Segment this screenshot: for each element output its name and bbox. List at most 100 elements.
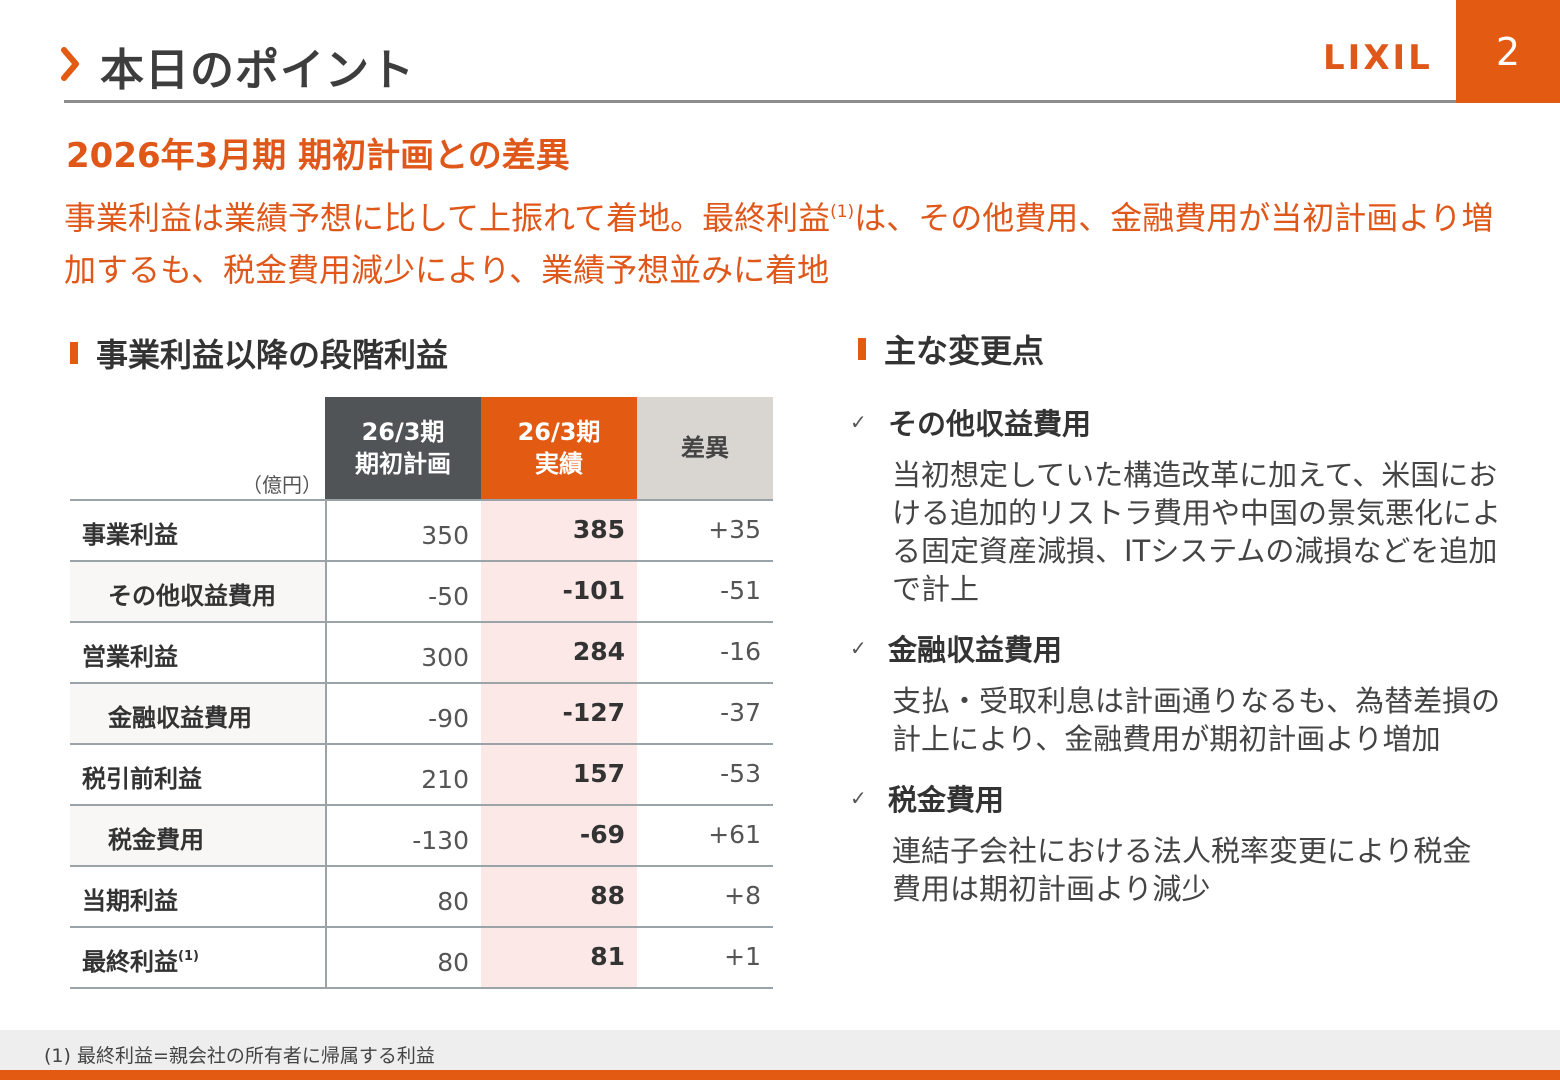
table-row: 税金費用 -130 -69 +61 <box>70 804 773 865</box>
column-divider <box>325 623 327 682</box>
cell-diff: -53 <box>720 759 761 788</box>
cell-actual: -127 <box>481 684 637 743</box>
table-body: 事業利益 350 385 +35 その他収益費用 -50 -101 -51 営業利益 300 284… <box>70 499 773 989</box>
change-title: 税金費用 <box>888 783 1005 817</box>
lead-part1: 事業利益は業績予想に比して上振れて着地。最終利益 <box>64 199 831 237</box>
row-label-text: 事業利益 <box>82 521 178 549</box>
row-label: 最終利益(1) <box>82 942 199 977</box>
cell-plan: 300 <box>421 643 469 672</box>
col-header-actual-line2: 実績 <box>535 450 583 478</box>
unit-label: （億円） <box>242 473 322 497</box>
cell-diff: +1 <box>724 942 761 971</box>
table-row: 税引前利益 210 157 -53 <box>70 743 773 804</box>
col-header-plan-line1: 26/3期 <box>361 418 445 446</box>
change-item: ✓ 金融収益費用支払・受取利息は計画通りなるも、為替差損の 計上により、金融費用が期… <box>850 626 1510 758</box>
cell-actual: 157 <box>481 745 637 804</box>
cell-actual: 88 <box>481 867 637 926</box>
col-header-diff: 差異 <box>637 397 773 499</box>
right-section-heading: 主な変更点 <box>858 326 1044 372</box>
row-label-text: 営業利益 <box>82 643 178 671</box>
change-body-line: ける追加的リストラ費用や中国の景気悪化によ <box>892 496 1502 530</box>
cell-actual: 385 <box>481 501 637 560</box>
cell-diff: +61 <box>708 820 761 849</box>
change-body: 支払・受取利息は計画通りなるも、為替差損の 計上により、金融費用が期初計画より増加 <box>892 682 1510 758</box>
cell-plan: 350 <box>421 521 469 550</box>
cell-plan: -50 <box>428 582 469 611</box>
change-title-row: ✓ 税金費用 <box>850 776 1510 820</box>
row-label-text: 税金費用 <box>108 826 204 854</box>
cell-diff: -37 <box>720 698 761 727</box>
row-label: 営業利益 <box>82 637 178 672</box>
check-icon: ✓ <box>850 410 867 434</box>
row-label-cell: 金融収益費用 <box>70 684 325 743</box>
column-divider <box>325 684 327 743</box>
change-body-line: 連結子会社における法人税率変更により税金 <box>892 834 1472 868</box>
chevron-right-icon <box>61 47 79 81</box>
table-row: 事業利益 350 385 +35 <box>70 499 773 560</box>
row-label-cell: 税金費用 <box>70 806 325 865</box>
row-label: 税引前利益 <box>82 759 202 794</box>
row-label-cell: 最終利益(1) <box>70 928 325 987</box>
row-label-cell: 税引前利益 <box>70 745 325 804</box>
cell-plan: 80 <box>437 887 469 916</box>
row-label-cell: 当期利益 <box>70 867 325 926</box>
cell-diff: +35 <box>708 515 761 544</box>
table-row: 金融収益費用 -90 -127 -37 <box>70 682 773 743</box>
col-header-plan: 26/3期 期初計画 <box>325 397 481 499</box>
change-body-line: る固定資産減損、ITシステムの減損などを追加 <box>892 534 1498 568</box>
lead-note-ref: (1) <box>830 202 855 222</box>
column-divider <box>325 745 327 804</box>
change-title: その他収益費用 <box>888 407 1092 441</box>
table-row: 営業利益 300 284 -16 <box>70 621 773 682</box>
col-header-diff-text: 差異 <box>681 434 729 462</box>
profit-table: （億円） 26/3期 期初計画 26/3期 実績 差異 事業利益 350 385 +3… <box>70 397 773 989</box>
cell-plan: 210 <box>421 765 469 794</box>
header-divider <box>64 100 1456 103</box>
table-header: （億円） 26/3期 期初計画 26/3期 実績 差異 <box>70 397 773 499</box>
row-label-text: 税引前利益 <box>82 765 202 793</box>
cell-diff: -16 <box>720 637 761 666</box>
table-row: その他収益費用 -50 -101 -51 <box>70 560 773 621</box>
cell-actual: 284 <box>481 623 637 682</box>
col-header-plan-line2: 期初計画 <box>355 450 451 478</box>
change-body-line: で計上 <box>892 572 980 606</box>
lixil-logo: LIXIL <box>1323 38 1433 78</box>
change-title-row: ✓ その他収益費用 <box>850 400 1510 444</box>
row-label: その他収益費用 <box>108 576 276 611</box>
column-divider <box>325 501 327 560</box>
column-divider <box>325 806 327 865</box>
row-label-text: その他収益費用 <box>108 582 276 610</box>
row-label-text: 当期利益 <box>82 887 178 915</box>
change-title-row: ✓ 金融収益費用 <box>850 626 1510 670</box>
footer-accent-bar <box>0 1070 1560 1080</box>
lead-part2: は、その他費用、金融費用が当初計画より増加するも、税金費用減少により、業績予想並… <box>64 199 1494 289</box>
page-number: 2 <box>1456 0 1560 103</box>
change-item: ✓ 税金費用連結子会社における法人税率変更により税金 費用は期初計画より減少 <box>850 776 1510 908</box>
change-body: 当初想定していた構造改革に加えて、米国にお ける追加的リストラ費用や中国の景気悪化… <box>892 456 1510 608</box>
lead-text: 事業利益は業績予想に比して上振れて着地。最終利益(1)は、その他費用、金融費用が… <box>64 186 1504 296</box>
col-header-actual: 26/3期 実績 <box>481 397 637 499</box>
cell-actual: 81 <box>481 928 637 987</box>
row-label-text: 金融収益費用 <box>108 704 252 732</box>
heading-marker <box>70 342 78 364</box>
cell-plan: 80 <box>437 948 469 977</box>
change-title: 金融収益費用 <box>888 633 1063 667</box>
cell-diff: +8 <box>724 881 761 910</box>
cell-plan: -130 <box>412 826 469 855</box>
column-divider <box>325 562 327 621</box>
column-divider <box>325 928 327 987</box>
page-title: 本日のポイント <box>100 45 415 96</box>
left-section-heading: 事業利益以降の段階利益 <box>70 330 448 376</box>
right-section-heading-text: 主な変更点 <box>884 332 1045 370</box>
check-icon: ✓ <box>850 636 867 660</box>
row-label-text: 最終利益 <box>82 948 178 976</box>
change-item: ✓ その他収益費用当初想定していた構造改革に加えて、米国にお ける追加的リストラ費用… <box>850 400 1510 608</box>
table-row: 当期利益 80 88 +8 <box>70 865 773 926</box>
change-body-line: 費用は期初計画より減少 <box>892 872 1211 906</box>
change-body-line: 計上により、金融費用が期初計画より増加 <box>892 722 1441 756</box>
row-label-cell: 事業利益 <box>70 501 325 560</box>
row-label-cell: その他収益費用 <box>70 562 325 621</box>
changes-list: ✓ その他収益費用当初想定していた構造改革に加えて、米国にお ける追加的リストラ費用… <box>850 400 1510 926</box>
change-body-line: 当初想定していた構造改革に加えて、米国にお <box>892 458 1498 492</box>
cell-diff: -51 <box>720 576 761 605</box>
